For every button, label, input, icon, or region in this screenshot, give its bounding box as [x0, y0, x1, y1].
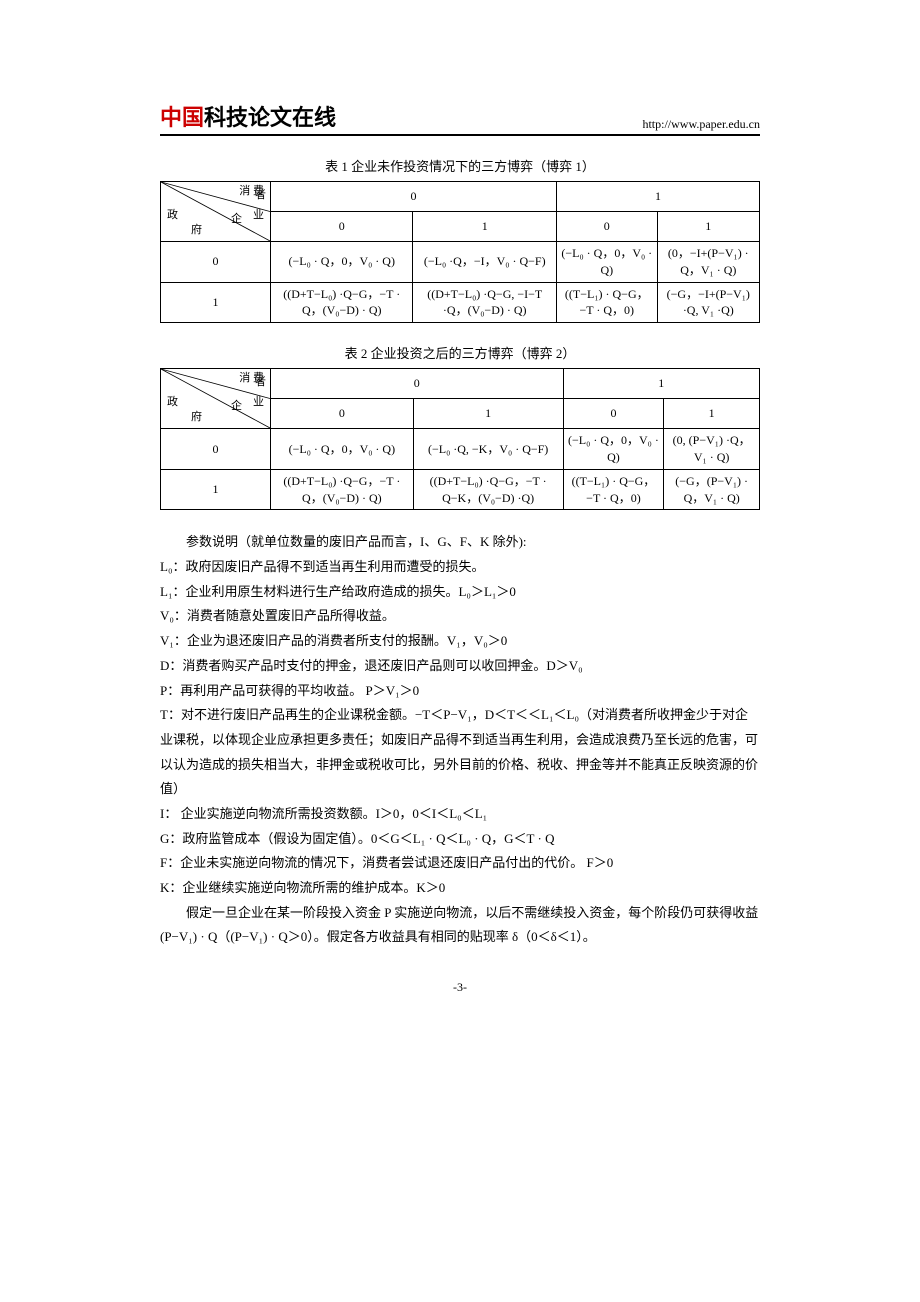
param-D: D：消费者购买产品时支付的押金，退还废旧产品则可以收回押金。D＞V₀	[160, 654, 760, 679]
site-logo: 中国 科技论文在线	[160, 100, 336, 132]
table1-cell: ((T−L₁) · Q−G，−T · Q，0)	[556, 282, 657, 323]
game-table-1: 消 费 者 企 政 业 府 0 1 0 1 0 1 0 (−L₀ · Q，0，V…	[160, 181, 760, 323]
table1-col-header: 0	[271, 182, 557, 212]
table1-cell: (−L₀ · Q，0，V₀ · Q)	[271, 242, 413, 283]
table2-cell: (−L₀ · Q，0，V₀ · Q)	[563, 429, 664, 470]
table2-subcol: 1	[413, 399, 563, 429]
param-V1: V₁：企业为退还废旧产品的消费者所支付的报酬。V₁，V₀＞0	[160, 629, 760, 654]
table2-cell: (−L₀ · Q，0，V₀ · Q)	[271, 429, 414, 470]
logo-text-black: 科技论文在线	[204, 100, 336, 132]
table2-subcol: 0	[563, 399, 664, 429]
table2-cell: (−G，(P−V₁) · Q，V₁ · Q)	[664, 469, 760, 510]
page-number: -3-	[160, 980, 760, 995]
table2-col-header: 1	[563, 369, 759, 399]
table1-subcol: 0	[556, 212, 657, 242]
params-intro: 参数说明（就单位数量的废旧产品而言，I、G、F、K 除外):	[160, 530, 760, 555]
logo-text-red: 中国	[160, 100, 204, 132]
param-I: I： 企业实施逆向物流所需投资数额。I＞0，0＜I＜L₀＜L₁	[160, 802, 760, 827]
table2-cell: ((D+T−L₀) ·Q−G，−T · Q，(V₀−D) · Q)	[271, 469, 414, 510]
table2-cell: (0, (P−V₁) ·Q，V₁ · Q)	[664, 429, 760, 470]
param-L0: L₀：政府因废旧产品得不到适当再生利用而遭受的损失。	[160, 555, 760, 580]
table1-cell: ((D+T−L₀) ·Q−G, −I−T ·Q，(V₀−D) · Q)	[413, 282, 557, 323]
page-header: 中国 科技论文在线 http://www.paper.edu.cn	[160, 100, 760, 136]
param-P: P：再利用产品可获得的平均收益。 P＞V₁＞0	[160, 679, 760, 704]
site-url: http://www.paper.edu.cn	[642, 117, 760, 132]
table1-subcol: 1	[413, 212, 557, 242]
table1-subcol: 1	[657, 212, 759, 242]
table1-title: 表 1 企业未作投资情况下的三方博弈（博弈 1）	[160, 156, 760, 175]
table2-title: 表 2 企业投资之后的三方博弈（博弈 2）	[160, 343, 760, 362]
table2-cell: ((D+T−L₀) ·Q−G，−T · Q−K，(V₀−D) ·Q)	[413, 469, 563, 510]
param-G: G：政府监管成本（假设为固定值）。0＜G＜L₁ · Q＜L₀ · Q，G＜T ·…	[160, 827, 760, 852]
table1-subcol: 0	[271, 212, 413, 242]
param-K: K：企业继续实施逆向物流所需的维护成本。K＞0	[160, 876, 760, 901]
table2-col-header: 0	[271, 369, 564, 399]
table2-row-header: 0	[161, 429, 271, 470]
table2-row-header: 1	[161, 469, 271, 510]
table2-diagonal-header: 消 费 者 企 政 业 府	[161, 369, 271, 429]
table1-diagonal-header: 消 费 者 企 政 业 府	[161, 182, 271, 242]
table1-cell: (−L₀ ·Q，−I，V₀ · Q−F)	[413, 242, 557, 283]
table1-cell: ((D+T−L₀) ·Q−G，−T · Q，(V₀−D) · Q)	[271, 282, 413, 323]
param-T: T：对不进行废旧产品再生的企业课税金额。−T＜P−V₁，D＜T＜＜L₁＜L₀（对…	[160, 703, 760, 802]
table1-col-header: 1	[556, 182, 759, 212]
table2-subcol: 1	[664, 399, 760, 429]
parameter-definitions: 参数说明（就单位数量的废旧产品而言，I、G、F、K 除外): L₀：政府因废旧产…	[160, 530, 760, 950]
table1-row-header: 0	[161, 242, 271, 283]
param-L1: L₁：企业利用原生材料进行生产给政府造成的损失。L₀＞L₁＞0	[160, 580, 760, 605]
table1-cell: (−L₀ · Q，0，V₀ · Q)	[556, 242, 657, 283]
game-table-2: 消 费 者 企 政 业 府 0 1 0 1 0 1 0 (−L₀ · Q，0，V…	[160, 368, 760, 510]
table2-cell: (−L₀ ·Q, −K，V₀ · Q−F)	[413, 429, 563, 470]
table1-cell: (−G，−I+(P−V₁) ·Q, V₁ ·Q)	[657, 282, 759, 323]
table1-row-header: 1	[161, 282, 271, 323]
table1-cell: (0，−I+(P−V₁) · Q，V₁ · Q)	[657, 242, 759, 283]
param-V0: V₀：消费者随意处置废旧产品所得收益。	[160, 604, 760, 629]
param-F: F：企业未实施逆向物流的情况下，消费者尝试退还废旧产品付出的代价。 F＞0	[160, 851, 760, 876]
table2-subcol: 0	[271, 399, 414, 429]
params-conclusion: 假定一旦企业在某一阶段投入资金 P 实施逆向物流，以后不需继续投入资金，每个阶段…	[160, 901, 760, 950]
table2-cell: ((T−L₁) · Q−G，−T · Q，0)	[563, 469, 664, 510]
